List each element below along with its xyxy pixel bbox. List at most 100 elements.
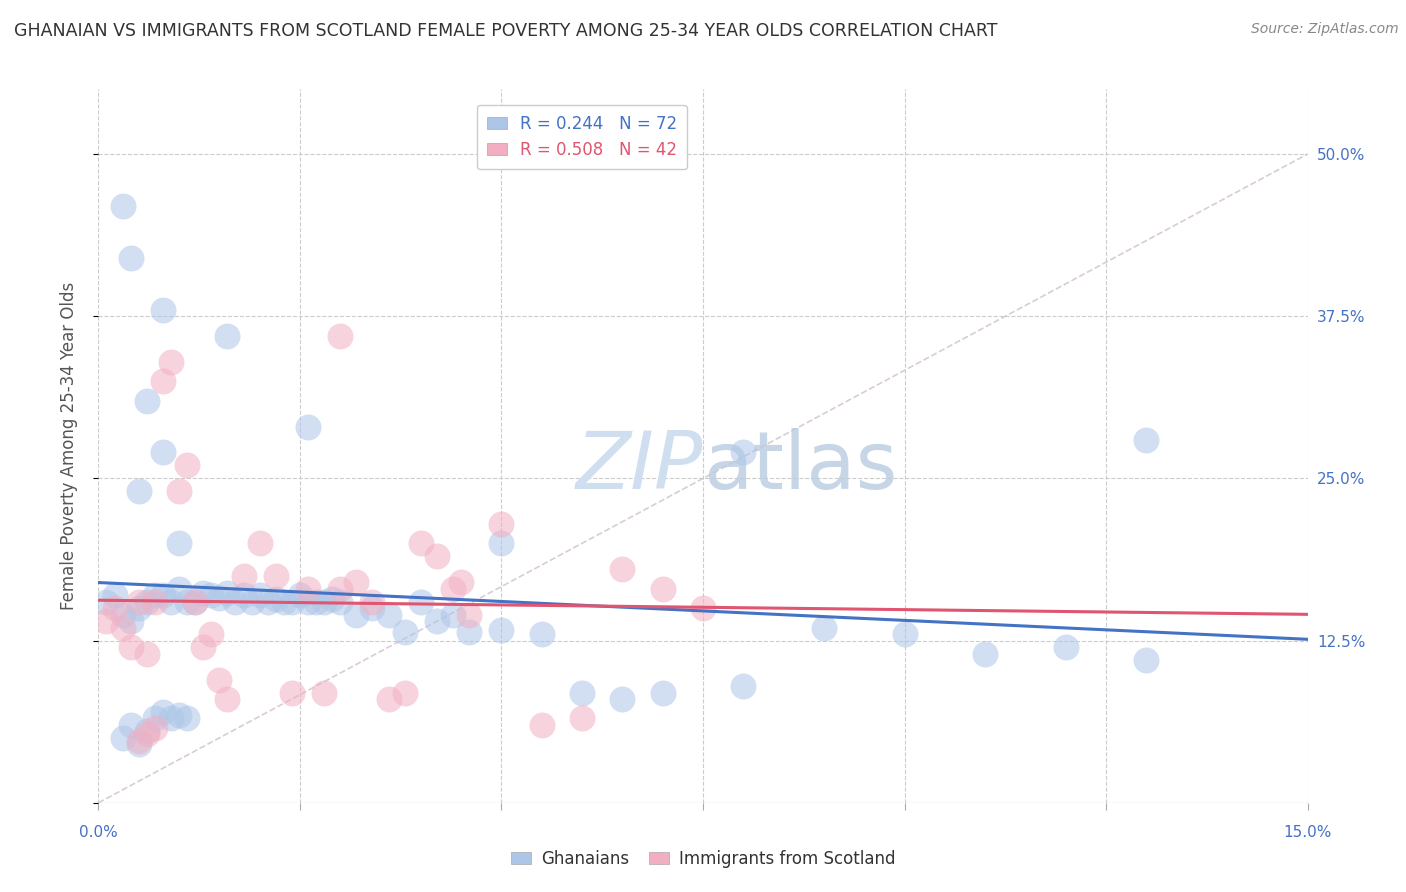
Point — [208, 591, 231, 605]
Point — [344, 575, 367, 590]
Point — [281, 595, 304, 609]
Point — [103, 601, 125, 615]
Point — [491, 624, 513, 638]
Point — [217, 692, 239, 706]
Point — [1054, 640, 1077, 654]
Point — [167, 582, 190, 596]
Point — [128, 601, 150, 615]
Point — [377, 692, 399, 706]
Point — [240, 595, 263, 609]
Text: 0.0%: 0.0% — [79, 825, 118, 840]
Point — [426, 614, 449, 628]
Point — [441, 582, 464, 596]
Legend: Ghanaians, Immigrants from Scotland: Ghanaians, Immigrants from Scotland — [503, 844, 903, 875]
Point — [361, 601, 384, 615]
Point — [377, 607, 399, 622]
Point — [394, 685, 416, 699]
Point — [200, 627, 222, 641]
Point — [135, 393, 157, 408]
Point — [612, 562, 634, 576]
Point — [120, 251, 142, 265]
Point — [314, 685, 336, 699]
Point — [184, 595, 207, 609]
Point — [491, 536, 513, 550]
Legend: R = 0.244   N = 72, R = 0.508   N = 42: R = 0.244 N = 72, R = 0.508 N = 42 — [477, 104, 688, 169]
Point — [249, 588, 271, 602]
Text: ZIP: ZIP — [575, 428, 703, 507]
Point — [329, 582, 352, 596]
Point — [167, 536, 190, 550]
Point — [232, 568, 254, 582]
Point — [1135, 653, 1157, 667]
Point — [135, 727, 157, 741]
Point — [143, 711, 166, 725]
Point — [208, 673, 231, 687]
Point — [111, 731, 134, 745]
Point — [571, 711, 593, 725]
Point — [530, 627, 553, 641]
Point — [103, 588, 125, 602]
Point — [651, 685, 673, 699]
Point — [135, 647, 157, 661]
Point — [409, 595, 432, 609]
Point — [143, 595, 166, 609]
Point — [184, 595, 207, 609]
Point — [160, 354, 183, 368]
Point — [120, 640, 142, 654]
Point — [441, 607, 464, 622]
Point — [450, 575, 472, 590]
Point — [305, 595, 328, 609]
Point — [264, 592, 287, 607]
Point — [120, 614, 142, 628]
Point — [160, 595, 183, 609]
Point — [273, 595, 295, 609]
Point — [96, 595, 118, 609]
Point — [813, 621, 835, 635]
Point — [329, 328, 352, 343]
Point — [176, 595, 198, 609]
Point — [651, 582, 673, 596]
Point — [193, 640, 215, 654]
Point — [394, 624, 416, 639]
Point — [893, 627, 915, 641]
Point — [288, 588, 311, 602]
Point — [297, 582, 319, 596]
Point — [232, 588, 254, 602]
Point — [426, 549, 449, 564]
Point — [176, 711, 198, 725]
Point — [217, 328, 239, 343]
Point — [152, 588, 174, 602]
Point — [224, 595, 246, 609]
Point — [152, 445, 174, 459]
Point — [264, 568, 287, 582]
Point — [217, 585, 239, 599]
Point — [249, 536, 271, 550]
Text: GHANAIAN VS IMMIGRANTS FROM SCOTLAND FEMALE POVERTY AMONG 25-34 YEAR OLDS CORREL: GHANAIAN VS IMMIGRANTS FROM SCOTLAND FEM… — [14, 22, 998, 40]
Point — [176, 458, 198, 473]
Point — [297, 419, 319, 434]
Point — [128, 484, 150, 499]
Point — [193, 585, 215, 599]
Point — [361, 595, 384, 609]
Point — [1135, 433, 1157, 447]
Point — [167, 484, 190, 499]
Point — [612, 692, 634, 706]
Point — [491, 516, 513, 531]
Point — [344, 607, 367, 622]
Point — [458, 624, 481, 639]
Point — [281, 685, 304, 699]
Point — [329, 595, 352, 609]
Point — [530, 718, 553, 732]
Point — [96, 614, 118, 628]
Point — [152, 705, 174, 719]
Point — [692, 601, 714, 615]
Point — [128, 733, 150, 747]
Point — [571, 685, 593, 699]
Point — [111, 199, 134, 213]
Point — [128, 595, 150, 609]
Point — [160, 711, 183, 725]
Point — [143, 588, 166, 602]
Point — [135, 595, 157, 609]
Point — [974, 647, 997, 661]
Point — [256, 595, 278, 609]
